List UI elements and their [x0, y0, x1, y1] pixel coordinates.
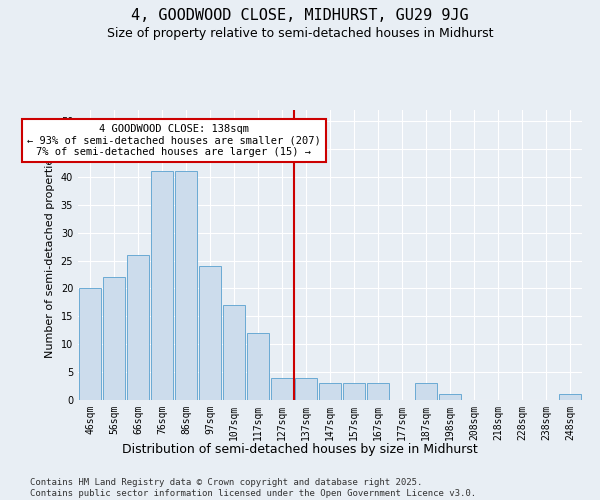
Text: Size of property relative to semi-detached houses in Midhurst: Size of property relative to semi-detach… [107, 28, 493, 40]
Bar [151, 172, 173, 400]
Text: Distribution of semi-detached houses by size in Midhurst: Distribution of semi-detached houses by … [122, 442, 478, 456]
Bar [295, 378, 317, 400]
Bar [199, 266, 221, 400]
Bar [319, 384, 341, 400]
Bar [271, 378, 293, 400]
Bar [367, 384, 389, 400]
Bar [559, 394, 581, 400]
Bar [103, 278, 125, 400]
Bar [223, 305, 245, 400]
Bar [439, 394, 461, 400]
Bar [415, 384, 437, 400]
Bar [79, 288, 101, 400]
Text: Contains HM Land Registry data © Crown copyright and database right 2025.
Contai: Contains HM Land Registry data © Crown c… [30, 478, 476, 498]
Bar [343, 384, 365, 400]
Text: 4 GOODWOOD CLOSE: 138sqm
← 93% of semi-detached houses are smaller (207)
7% of s: 4 GOODWOOD CLOSE: 138sqm ← 93% of semi-d… [27, 124, 321, 157]
Y-axis label: Number of semi-detached properties: Number of semi-detached properties [45, 152, 55, 358]
Text: 4, GOODWOOD CLOSE, MIDHURST, GU29 9JG: 4, GOODWOOD CLOSE, MIDHURST, GU29 9JG [131, 8, 469, 22]
Bar [175, 172, 197, 400]
Bar [127, 255, 149, 400]
Bar [247, 333, 269, 400]
